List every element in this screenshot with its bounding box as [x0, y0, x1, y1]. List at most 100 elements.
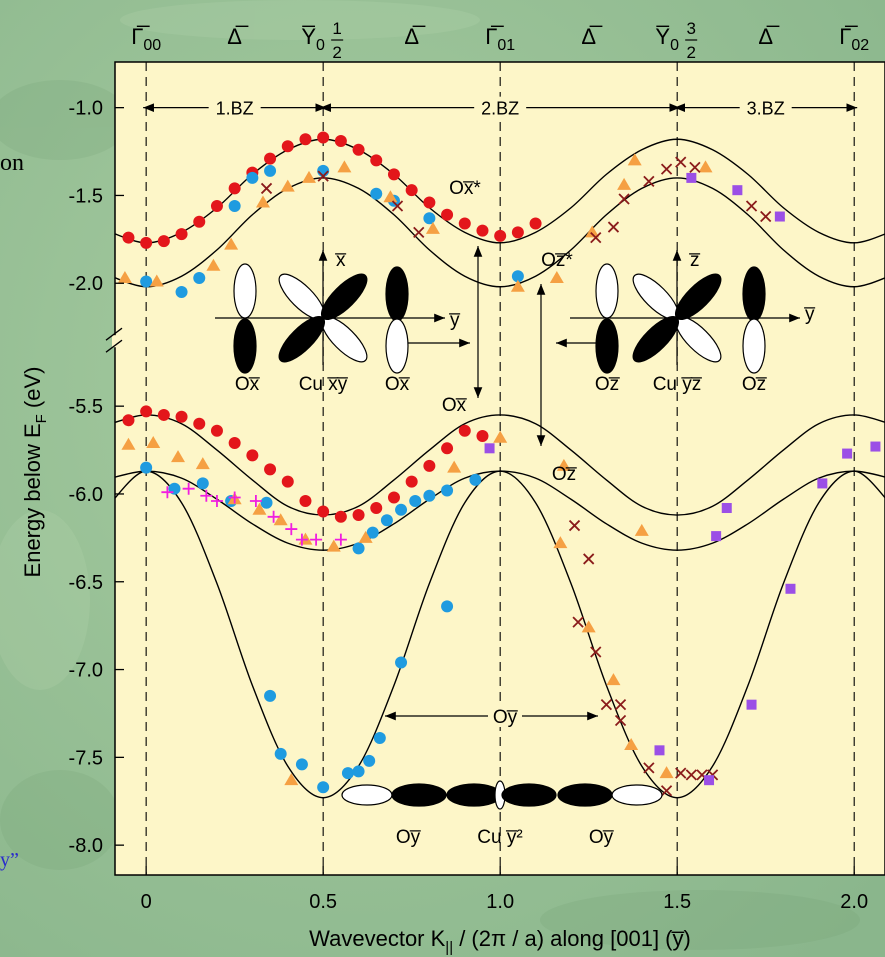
orbital-label: Oy̅	[396, 827, 421, 848]
point	[423, 459, 436, 472]
fraction-den: 2	[686, 43, 695, 62]
cu-orbital	[632, 273, 722, 363]
top-label-sub: 00	[143, 37, 161, 54]
point	[698, 160, 713, 173]
point	[252, 502, 267, 515]
lobe	[742, 266, 766, 322]
orbital-label: Cu x̅y̅	[299, 374, 349, 395]
point	[686, 172, 697, 183]
point	[210, 199, 223, 212]
point	[121, 437, 136, 450]
point	[549, 270, 564, 283]
annotation: Oz̅*	[541, 250, 573, 271]
orbital-label: Oz̅	[742, 374, 767, 395]
point	[654, 745, 665, 756]
point	[260, 496, 273, 509]
y-title-sub: F	[33, 414, 50, 423]
point	[660, 163, 673, 175]
point	[117, 270, 132, 283]
lobe	[233, 263, 257, 319]
y-tick-label: -1.0	[69, 98, 103, 120]
point	[370, 187, 383, 200]
point	[817, 478, 828, 489]
lobe	[595, 263, 619, 319]
y-tick-label: -5.5	[69, 396, 103, 418]
point	[746, 699, 757, 710]
point	[140, 461, 153, 474]
point	[529, 217, 542, 230]
point	[785, 583, 796, 594]
annotation: Ox̅*	[449, 178, 481, 199]
point	[255, 195, 270, 208]
x-title-text: Wavevector K	[309, 926, 445, 951]
point	[395, 503, 408, 516]
x-tick-label: 0	[141, 891, 152, 913]
lobe	[595, 318, 619, 374]
point	[423, 489, 436, 502]
point	[441, 208, 454, 221]
point	[760, 210, 772, 223]
zone-label: 2.BZ	[481, 99, 519, 119]
lobe	[385, 318, 409, 374]
orbital-label: Ox̅	[235, 374, 260, 395]
point	[193, 215, 206, 228]
point	[493, 430, 508, 443]
point	[494, 229, 507, 242]
point	[295, 758, 308, 771]
point	[366, 526, 379, 539]
point	[511, 270, 524, 283]
point	[441, 484, 454, 497]
point	[721, 503, 732, 514]
point	[643, 762, 655, 774]
point	[358, 530, 373, 543]
lobe	[611, 784, 663, 806]
point	[274, 747, 287, 760]
band-curve	[115, 177, 885, 288]
point	[614, 714, 627, 727]
point	[405, 184, 418, 197]
point	[317, 170, 329, 182]
point	[284, 773, 299, 786]
x-title-sub: ||	[445, 939, 453, 956]
lobe	[391, 783, 447, 807]
point	[634, 523, 649, 536]
y-tick-label: -6.5	[69, 572, 103, 594]
point	[387, 491, 400, 504]
point	[280, 179, 295, 192]
point	[285, 523, 298, 536]
band-curve	[115, 414, 885, 516]
point	[373, 732, 386, 745]
point	[281, 475, 294, 488]
fraction-den: 2	[332, 43, 341, 62]
point	[469, 473, 482, 486]
zone-label-bg	[208, 96, 261, 119]
point	[659, 766, 674, 779]
point	[556, 458, 571, 471]
point	[370, 154, 383, 167]
point	[606, 673, 621, 686]
annotation: Oy̅	[493, 707, 518, 728]
orbital-label: Oy̅	[589, 827, 614, 848]
point	[193, 417, 206, 430]
axis-letter: z̅	[689, 250, 701, 271]
annotation: Oz̅	[552, 464, 577, 485]
point	[352, 542, 365, 555]
point	[484, 443, 495, 454]
y-axis-title: Energy below EF (eV)	[20, 367, 50, 578]
lobe	[501, 783, 557, 807]
point	[476, 224, 489, 237]
point	[391, 200, 404, 212]
point	[842, 448, 853, 459]
point	[264, 164, 277, 177]
point	[618, 193, 630, 205]
point	[246, 171, 259, 184]
point	[614, 699, 627, 711]
point	[510, 279, 525, 292]
point	[660, 785, 673, 797]
point	[572, 616, 584, 628]
point	[341, 767, 354, 780]
axis-letter: y̅	[449, 310, 461, 331]
point	[352, 765, 365, 778]
point	[458, 424, 471, 437]
point	[675, 156, 687, 168]
